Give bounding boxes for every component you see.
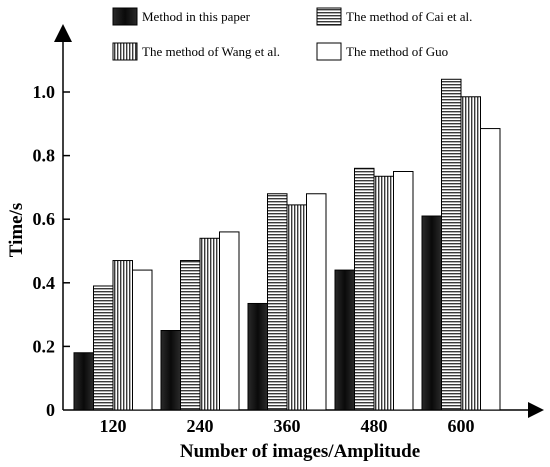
y-axis-title: Time/s <box>6 203 27 258</box>
x-axis-title: Number of images/Amplitude <box>180 441 420 462</box>
legend-label: Method in this paper <box>142 9 251 24</box>
x-tick-label: 480 <box>361 416 388 436</box>
x-tick-label: 360 <box>274 416 301 436</box>
legend-swatch-solid-dark <box>112 7 138 26</box>
bar-vertical-lines-240 <box>199 237 220 411</box>
bar-white-120 <box>132 269 153 411</box>
bars <box>73 78 501 411</box>
x-tick-label: 240 <box>187 416 214 436</box>
x-tick-label: 120 <box>100 416 127 436</box>
y-tick-label: 0 <box>46 400 55 420</box>
legend-swatch-white <box>316 42 342 61</box>
legend: Method in this paper The method of Cai et… <box>112 7 472 61</box>
x-tick-labels: 120 240 360 480 600 <box>100 416 475 436</box>
bar-vertical-lines-360 <box>286 204 307 411</box>
y-tick-labels: 0 0.2 0.4 0.6 0.8 1.0 <box>33 82 70 420</box>
bar-vertical-lines-480 <box>373 175 394 411</box>
x-tick-label: 600 <box>448 416 475 436</box>
bar-horizontal-lines-600 <box>441 78 462 411</box>
y-axis-arrow <box>54 24 72 42</box>
bar-horizontal-lines-360 <box>267 193 288 411</box>
legend-label: The method of Wang et al. <box>142 44 280 59</box>
legend-label: The method of Guo <box>346 44 448 59</box>
bar-white-480 <box>393 171 414 411</box>
bar-horizontal-lines-480 <box>354 167 375 411</box>
bar-white-360 <box>306 193 327 411</box>
x-axis-arrow <box>528 402 544 418</box>
y-tick-label: 0.6 <box>33 209 56 229</box>
bar-white-240 <box>219 231 240 411</box>
y-tick-label: 1.0 <box>33 82 56 102</box>
legend-swatch-horizontal-lines <box>316 7 342 26</box>
bar-horizontal-lines-240 <box>180 260 201 411</box>
bar-solid-dark-360 <box>247 302 268 411</box>
bar-white-600 <box>480 128 501 411</box>
bar-vertical-lines-120 <box>112 260 133 411</box>
bar-solid-dark-120 <box>73 352 94 411</box>
y-tick-label: 0.2 <box>33 336 56 356</box>
y-tick-label: 0.8 <box>33 146 56 166</box>
legend-swatch-vertical-lines <box>112 42 138 61</box>
bar-solid-dark-480 <box>334 269 355 411</box>
y-tick-label: 0.4 <box>33 273 56 293</box>
bar-solid-dark-600 <box>421 215 442 411</box>
bar-horizontal-lines-120 <box>93 285 114 411</box>
bar-vertical-lines-600 <box>460 96 481 411</box>
bar-solid-dark-240 <box>160 330 181 411</box>
legend-label: The method of Cai et al. <box>346 9 472 24</box>
